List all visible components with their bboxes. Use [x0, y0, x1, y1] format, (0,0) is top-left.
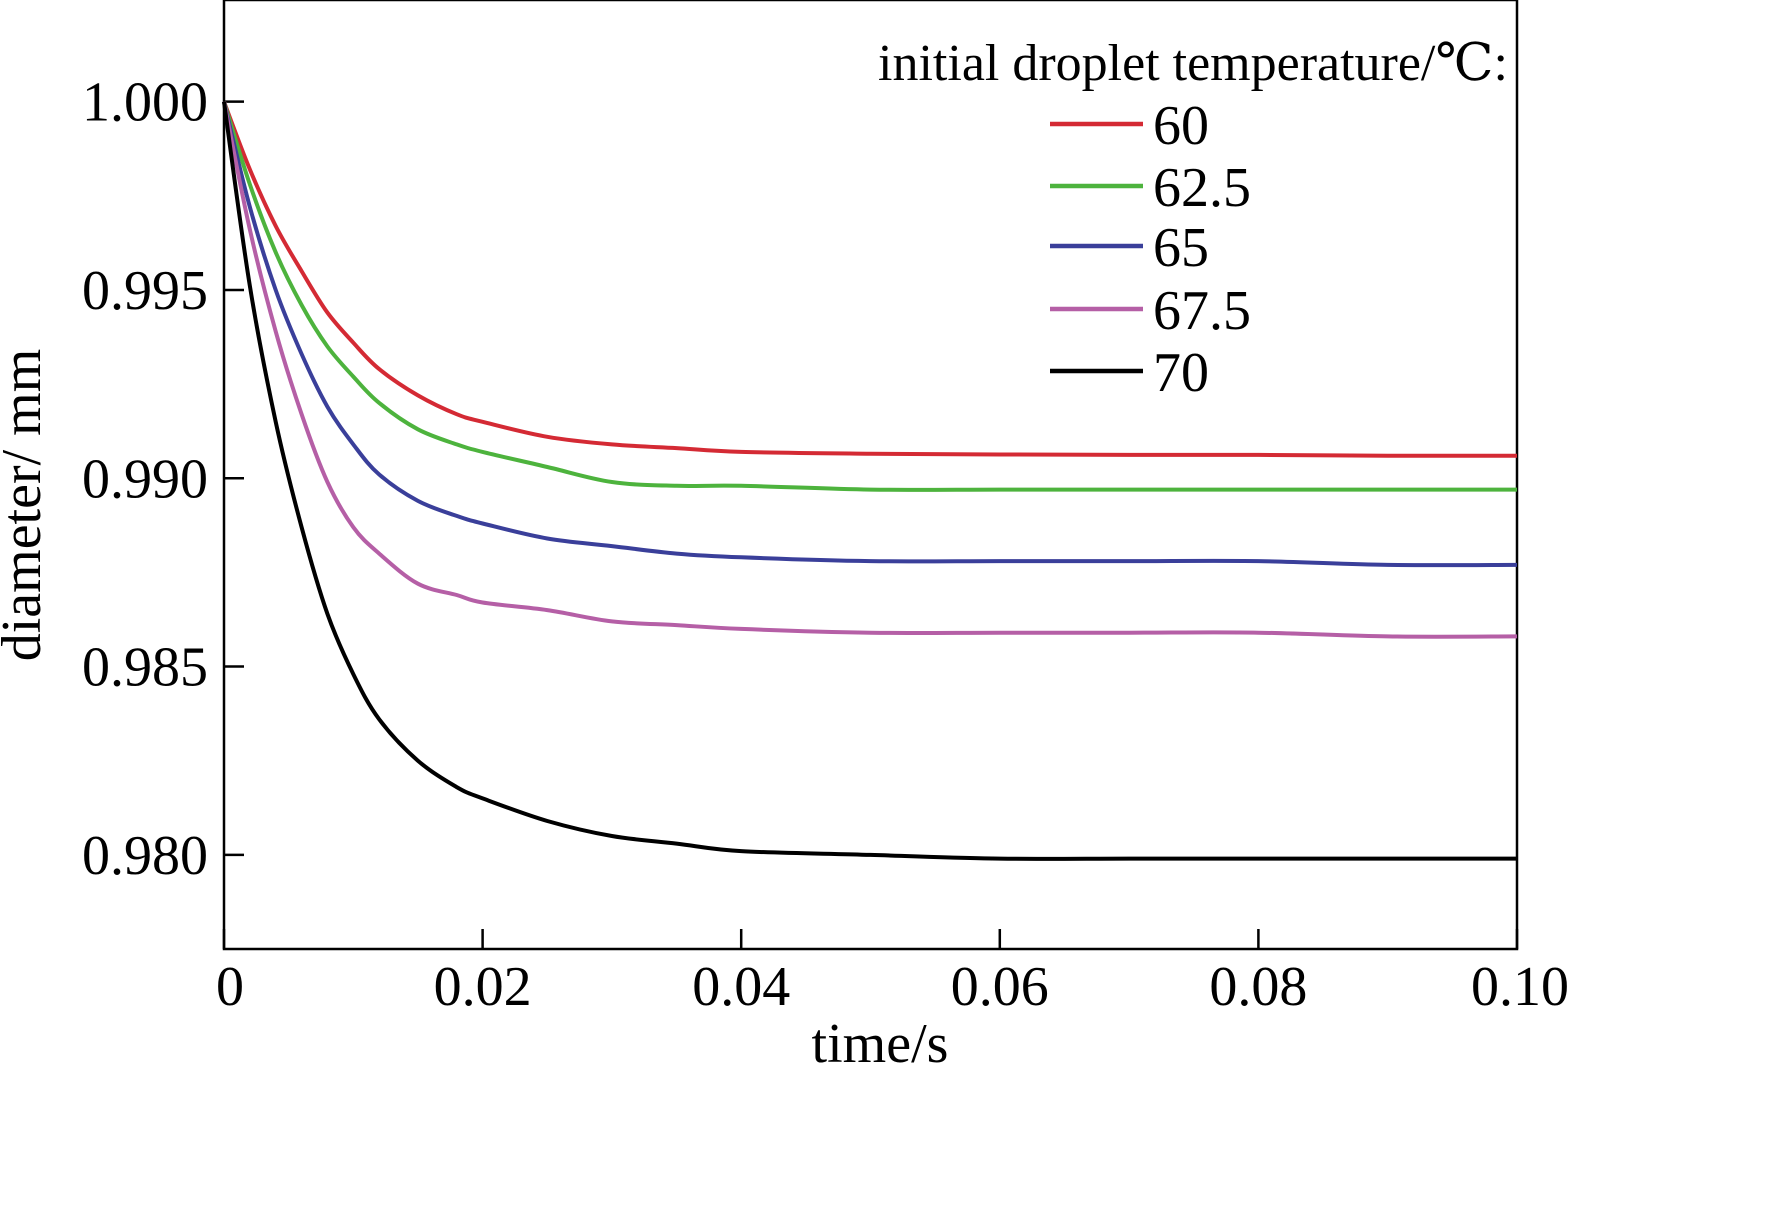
y-axis-title: diameter/ mm	[0, 349, 53, 662]
x-tick-label: 0	[216, 956, 244, 1018]
y-axis: 0.980 0.985 0.990 0.995 1.000	[82, 72, 244, 887]
x-tick-label: 0.04	[692, 956, 790, 1018]
y-tick-label: 0.990	[82, 448, 208, 510]
legend-label-67.5: 67.5	[1153, 280, 1251, 342]
x-tick-label: 0.02	[434, 956, 532, 1018]
x-tick-label: 0.08	[1209, 956, 1307, 1018]
y-tick-label: 1.000	[82, 72, 208, 134]
y-tick-label: 0.980	[82, 825, 208, 887]
series-lines	[222, 100, 1518, 861]
x-tick-label: 0.06	[951, 956, 1049, 1018]
legend-label-70: 70	[1153, 342, 1209, 404]
series-line-60	[222, 100, 1518, 458]
y-tick-label: 0.985	[82, 637, 208, 699]
x-axis: 0 0.02 0.04 0.06 0.08 0.10	[216, 929, 1569, 1018]
x-axis-title: time/s	[812, 1013, 949, 1075]
series-line-62.5	[222, 101, 1517, 492]
legend-label-65: 65	[1153, 217, 1209, 279]
series-line-70	[222, 101, 1517, 861]
legend-label-60: 60	[1153, 95, 1209, 157]
series-line-65	[222, 101, 1518, 568]
plot-frame	[222, 0, 1519, 951]
legend-title: initial droplet temperature/℃:	[878, 35, 1508, 92]
legend-label-62.5: 62.5	[1153, 157, 1251, 219]
x-tick-label: 0.10	[1471, 956, 1569, 1018]
legend: initial droplet temperature/℃: 6062.5656…	[878, 35, 1508, 404]
series-line-67.5	[222, 101, 1518, 639]
y-tick-label: 0.995	[82, 260, 208, 322]
